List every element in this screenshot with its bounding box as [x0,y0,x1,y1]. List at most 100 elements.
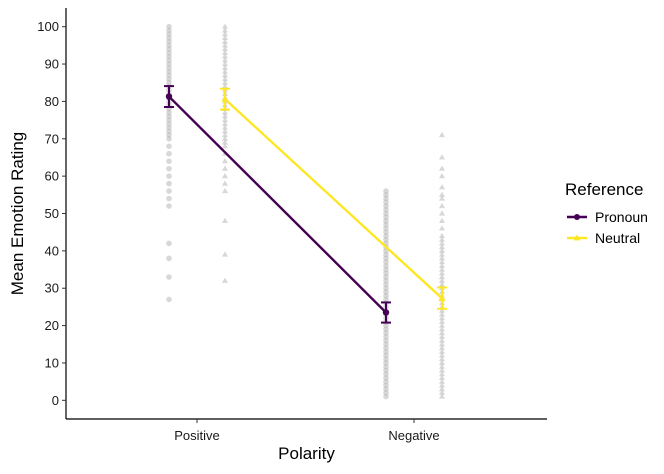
y-tick-label: 20 [45,318,59,333]
raw-point [383,393,389,400]
raw-point [221,120,229,126]
raw-point [221,64,229,70]
raw-point [438,326,446,332]
raw-point [438,378,446,384]
raw-point [438,154,446,160]
raw-point [438,367,446,373]
raw-point [438,352,446,358]
legend-key-marker [574,214,580,220]
x-axis-title: Polarity [278,444,335,463]
raw-point [166,158,172,164]
raw-point [438,217,446,224]
raw-point [438,270,446,276]
raw-point [221,116,229,123]
raw-point [438,382,446,388]
raw-point [221,135,229,141]
raw-point [438,329,446,336]
legend-label-pronoun: Pronoun [595,209,648,225]
raw-point [221,180,229,186]
raw-point [438,258,446,265]
raw-point [438,393,446,399]
raw-point [221,42,229,48]
mean-point [221,95,229,102]
raw-point [221,139,229,145]
raw-point [438,236,446,242]
y-tick-label: 70 [45,131,59,146]
y-axis-title: Mean Emotion Rating [8,132,27,295]
raw-point [166,255,172,262]
raw-point [438,210,446,216]
raw-point [438,277,446,283]
legend-title: Reference [565,180,643,199]
raw-point [438,374,446,380]
raw-point [166,274,172,280]
mean-point [165,93,173,100]
raw-point [166,195,172,202]
y-tick-label: 40 [45,243,59,258]
raw-point [221,27,229,33]
raw-point [438,266,446,272]
raw-point [438,322,446,328]
raw-point [221,68,229,74]
raw-point [438,225,446,231]
raw-point [438,344,446,351]
raw-point [221,38,229,44]
raw-point [438,165,446,171]
legend-key-marker [573,234,581,241]
raw-point [221,251,229,257]
raw-point [438,251,446,257]
raw-point [438,314,446,321]
raw-point [438,240,446,246]
x-ticks: Positive Negative [174,419,440,443]
raw-point [166,150,172,157]
raw-point [221,172,229,179]
raw-point [438,318,446,324]
raw-point [221,30,229,37]
raw-point [221,53,229,59]
x-tick-label: Negative [388,428,439,443]
raw-point [221,128,229,134]
raw-point [438,262,446,268]
y-tick-label: 50 [45,206,59,221]
raw-point [438,363,446,369]
raw-point [221,165,229,171]
raw-point [438,281,446,287]
y-tick-label: 100 [37,19,59,34]
raw-point [221,109,229,115]
raw-point [221,23,229,29]
raw-point [221,60,229,67]
y-ticks: 0 10 20 30 40 50 60 70 80 90 100 [37,19,66,408]
raw-point [221,131,229,138]
series-line-pronoun [168,95,387,314]
y-tick-label: 90 [45,57,59,72]
raw-point [221,34,229,40]
raw-point [438,232,446,238]
y-tick-label: 0 [52,393,59,408]
raw-point [438,337,446,343]
raw-point [221,72,229,78]
raw-point [438,389,446,395]
raw-point [166,165,172,172]
raw-point [221,49,229,55]
raw-point [438,184,446,190]
series-layer [164,85,447,324]
raw-point [438,172,446,179]
raw-point [438,202,446,209]
raw-point [438,307,446,313]
series-line-neutral [224,98,443,300]
raw-point [438,385,446,392]
y-tick-label: 10 [45,355,59,370]
raw-point [221,79,229,85]
raw-point [221,143,229,149]
axes [65,8,547,420]
legend-label-neutral: Neutral [595,230,640,246]
raw-point [438,311,446,317]
raw-point [166,143,172,150]
raw-point [438,131,446,138]
raw-point [166,240,172,247]
raw-point [438,273,446,280]
y-tick-label: 30 [45,281,59,296]
raw-point [438,348,446,354]
y-tick-label: 60 [45,169,59,184]
raw-point [221,124,229,130]
